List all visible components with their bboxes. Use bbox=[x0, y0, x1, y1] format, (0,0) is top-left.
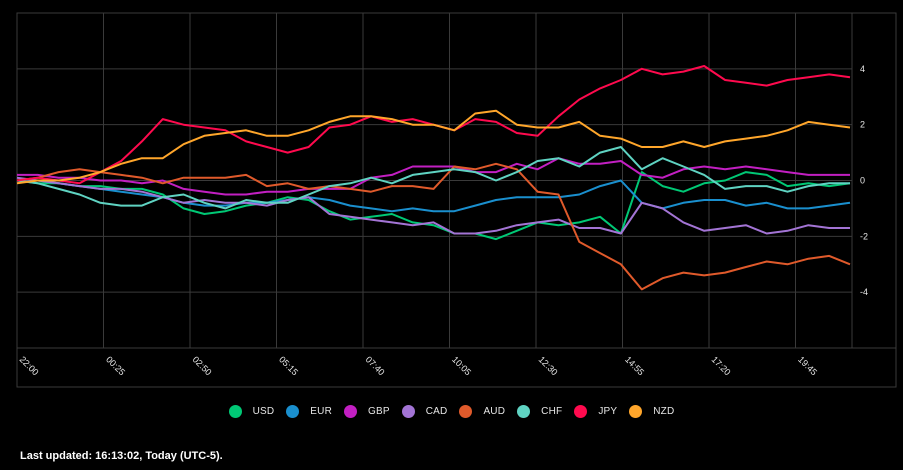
legend-dot-icon bbox=[344, 405, 357, 418]
chart-series bbox=[16, 65, 851, 291]
y-tick-label: -4 bbox=[860, 287, 868, 297]
x-tick-label: 14:55 bbox=[623, 354, 646, 377]
legend-dot-icon bbox=[459, 405, 473, 418]
currency-strength-chart: 4 2 0 -2 -4 22:00 00:25 02:50 05:15 07:40 10:05 12… bbox=[16, 12, 897, 388]
legend-item-chf[interactable]: CHF bbox=[517, 405, 562, 418]
x-tick-label: 07:40 bbox=[364, 354, 387, 377]
series-line-cad bbox=[16, 176, 850, 235]
legend-label: CAD bbox=[425, 406, 448, 417]
legend-dot-icon bbox=[401, 405, 415, 418]
y-axis-ticks: 4 2 0 -2 -4 bbox=[860, 64, 868, 297]
y-tick-label: 4 bbox=[860, 64, 865, 74]
legend-label: CHF bbox=[541, 406, 563, 417]
legend-label: EUR bbox=[310, 406, 332, 417]
x-tick-label: 10:05 bbox=[450, 354, 473, 377]
x-tick-label: 22:00 bbox=[18, 354, 41, 377]
chart-legend: USD EUR GBP CAD AUD CHF JPY NZD bbox=[0, 405, 903, 418]
series-line-chf bbox=[16, 146, 850, 210]
legend-item-gbp[interactable]: GBP bbox=[344, 405, 390, 418]
legend-dot-icon bbox=[286, 405, 300, 418]
y-tick-label: -2 bbox=[860, 231, 868, 241]
legend-dot-icon bbox=[574, 405, 588, 418]
legend-label: GBP bbox=[368, 406, 390, 417]
legend-label: JPY bbox=[598, 406, 618, 417]
x-tick-label: 12:30 bbox=[537, 354, 560, 377]
legend-item-jpy[interactable]: JPY bbox=[574, 405, 617, 418]
legend-item-usd[interactable]: USD bbox=[228, 405, 275, 418]
legend-label: USD bbox=[252, 406, 275, 417]
x-tick-label: 02:50 bbox=[191, 354, 214, 377]
legend-item-cad[interactable]: CAD bbox=[401, 405, 448, 418]
series-line-nzd bbox=[16, 109, 851, 185]
legend-item-eur[interactable]: EUR bbox=[286, 405, 332, 418]
chart-grid bbox=[16, 12, 897, 388]
x-tick-label: 17:20 bbox=[710, 354, 733, 377]
series-line-usd bbox=[16, 171, 851, 241]
legend-dot-icon bbox=[228, 405, 242, 418]
x-tick-label: 05:15 bbox=[277, 354, 300, 377]
x-tick-label: 19:45 bbox=[796, 354, 819, 377]
legend-label: NZD bbox=[653, 406, 675, 417]
y-tick-label: 2 bbox=[860, 120, 865, 130]
x-tick-label: 00:25 bbox=[104, 354, 127, 377]
x-axis-ticks: 22:00 00:25 02:50 05:15 07:40 10:05 12:30 14:55… bbox=[18, 354, 820, 377]
y-tick-label: 0 bbox=[860, 176, 865, 186]
legend-dot-icon bbox=[629, 405, 643, 418]
legend-dot-icon bbox=[517, 405, 531, 418]
series-line-aud bbox=[16, 162, 851, 291]
legend-item-aud[interactable]: AUD bbox=[459, 405, 505, 418]
last-updated-text: Last updated: 16:13:02, Today (UTC-5). bbox=[20, 450, 223, 462]
legend-item-nzd[interactable]: NZD bbox=[629, 405, 674, 418]
legend-label: AUD bbox=[483, 406, 506, 417]
